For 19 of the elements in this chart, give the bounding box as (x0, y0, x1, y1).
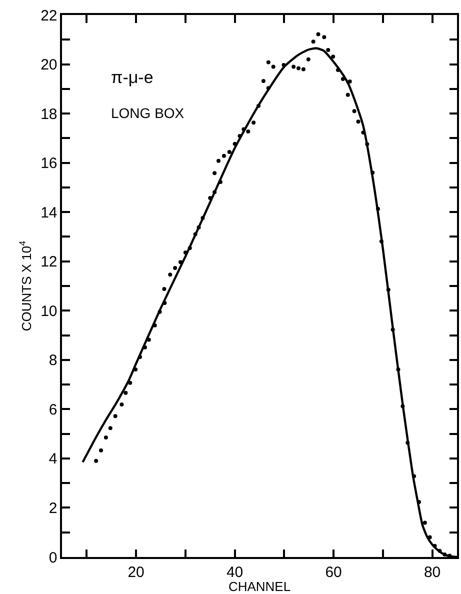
x-tick-label: 40 (226, 564, 244, 581)
x-tick-label: 60 (325, 564, 342, 581)
x-axis-title: CHANNEL (228, 579, 291, 594)
y-tick-label: 8 (48, 352, 58, 370)
y-tick-label: 16 (40, 155, 58, 172)
x-tick-label: 20 (128, 564, 144, 581)
y-tick-label: 12 (40, 254, 58, 271)
x-tick-label: 80 (424, 564, 441, 581)
annotation: LONG BOX (111, 105, 185, 121)
y-tick-label: 14 (40, 204, 58, 222)
y-tick-label: 20 (40, 56, 58, 74)
y-tick-label: 0 (48, 549, 58, 566)
annotation: π-μ-e (111, 68, 154, 87)
y-tick-label: 18 (40, 106, 58, 123)
y-tick-label: 2 (48, 500, 58, 517)
y-tick-label: 10 (40, 302, 58, 320)
y-tick-label: 6 (48, 401, 58, 418)
y-tick-label: 4 (48, 450, 58, 468)
y-tick-label: 22 (40, 7, 58, 24)
